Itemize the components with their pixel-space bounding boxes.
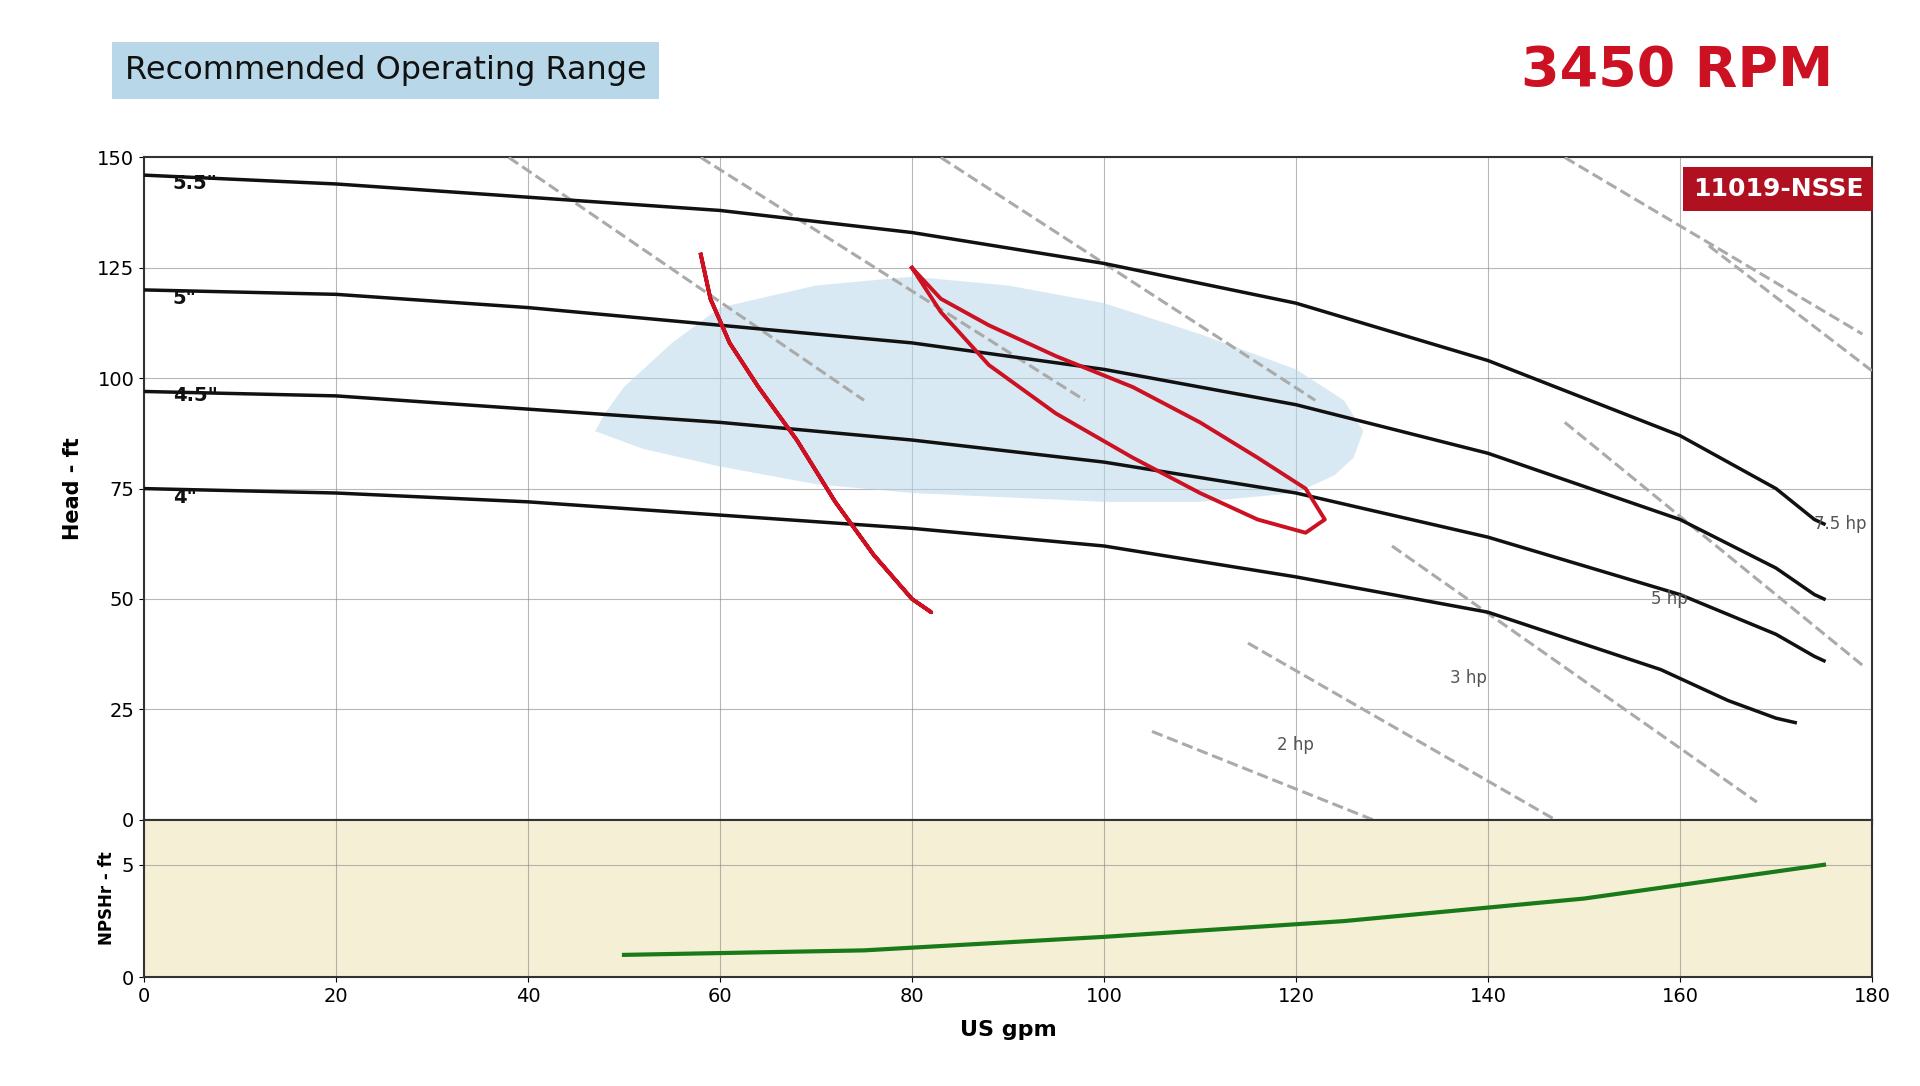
Text: 3450 RPM: 3450 RPM xyxy=(1521,43,1834,98)
Text: 5.5": 5.5" xyxy=(173,175,217,193)
Text: 2 hp: 2 hp xyxy=(1277,735,1313,754)
Text: 5 hp: 5 hp xyxy=(1651,590,1688,608)
Text: 5": 5" xyxy=(173,289,196,308)
Text: 7.5 hp: 7.5 hp xyxy=(1814,515,1866,533)
Y-axis label: NPSHr - ft: NPSHr - ft xyxy=(98,851,117,946)
Text: 4.5": 4.5" xyxy=(173,387,217,405)
Polygon shape xyxy=(595,277,1363,502)
Text: 11019-NSSE: 11019-NSSE xyxy=(1693,177,1862,201)
Text: 4": 4" xyxy=(173,488,196,507)
Text: Recommended Operating Range: Recommended Operating Range xyxy=(125,55,647,86)
X-axis label: US gpm: US gpm xyxy=(960,1020,1056,1040)
Y-axis label: Head - ft: Head - ft xyxy=(63,438,83,540)
Text: 3 hp: 3 hp xyxy=(1450,669,1486,687)
